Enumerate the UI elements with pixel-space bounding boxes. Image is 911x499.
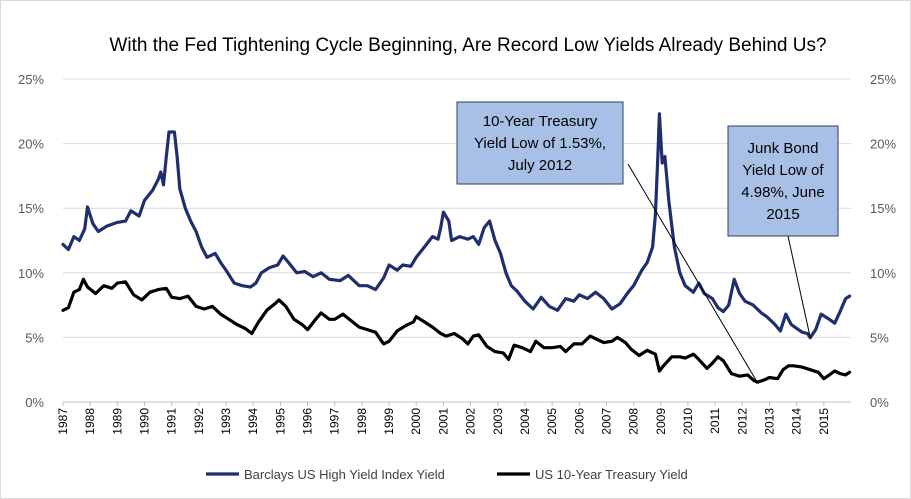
x-tick-label: 1990 [138, 408, 152, 435]
x-tick-label: 2007 [599, 408, 613, 435]
y-tick-label-right: 0% [870, 395, 889, 410]
legend-label: Barclays US High Yield Index Yield [244, 467, 445, 482]
x-tick-label: 2006 [572, 408, 586, 435]
x-tick-label: 2015 [817, 408, 831, 435]
x-tick-label: 2001 [436, 408, 450, 435]
chart-title: With the Fed Tightening Cycle Beginning,… [109, 35, 826, 56]
y-tick-label-right: 5% [870, 330, 889, 345]
annotation-text-line: Yield Low of [742, 162, 824, 179]
x-tick-label: 1998 [355, 408, 369, 435]
y-tick-label-left: 10% [18, 266, 44, 281]
series-lines [61, 112, 852, 384]
x-tick-label: 2011 [708, 408, 722, 434]
legend-label: US 10-Year Treasury Yield [535, 467, 688, 482]
annotation-text-line: 10-Year Treasury [483, 113, 598, 130]
annotation-text-line: Yield Low of 1.53%, [474, 135, 606, 152]
series-line-0 [61, 112, 852, 340]
x-tick-label: 2013 [762, 408, 776, 435]
x-tick-label: 1991 [165, 408, 179, 435]
y-tick-label-left: 15% [18, 201, 44, 216]
annotation-text-line: 2015 [766, 206, 799, 223]
y-tick-label-left: 5% [25, 330, 44, 345]
x-tick-label: 2000 [409, 408, 423, 435]
x-tick-label: 2002 [464, 408, 478, 435]
y-tick-label-right: 20% [870, 137, 896, 152]
annotation-leader-line [787, 235, 811, 338]
annotation-box [727, 125, 839, 237]
annotation-text-line: 4.98%, June [741, 184, 824, 201]
x-tick-label: 1997 [328, 408, 342, 435]
x-tick-label: 2014 [790, 408, 804, 435]
annotation-text-line: Junk Bond [748, 140, 819, 157]
x-axis: 1987 1988 1989 1990 1991 1992 1993 1994 1995 1996… [56, 402, 831, 435]
series-line-1 [61, 277, 852, 384]
annotation-text-line: July 2012 [508, 157, 572, 174]
y-tick-label-left: 20% [18, 137, 44, 152]
x-tick-label: 1987 [56, 408, 70, 435]
y-tick-label-left: 0% [25, 395, 44, 410]
legend: Barclays US High Yield Index Yield US 10-… [206, 467, 688, 482]
y-axis-left: 0% 5% 10% 15% 20% 25% [18, 72, 44, 410]
annotations: 10-Year Treasury Yield Low of 1.53%, July … [456, 101, 839, 383]
annotation-leader-line [627, 163, 758, 383]
x-tick-label: 2009 [654, 408, 668, 435]
x-tick-label: 1995 [273, 408, 287, 435]
y-tick-label-right: 15% [870, 201, 896, 216]
y-tick-label-right: 25% [870, 72, 896, 87]
x-tick-label: 1992 [192, 408, 206, 435]
x-tick-label: 1994 [246, 408, 260, 435]
x-tick-label: 1989 [110, 408, 124, 435]
x-tick-label: 2005 [545, 408, 559, 435]
x-tick-label: 1988 [83, 408, 97, 435]
x-tick-label: 1999 [382, 408, 396, 435]
y-axis-right: 0% 5% 10% 15% 20% 25% [870, 72, 896, 410]
x-tick-label: 2010 [681, 408, 695, 435]
annotation-box [456, 101, 624, 185]
x-tick-label: 2004 [518, 408, 532, 435]
x-tick-label: 1996 [301, 408, 315, 435]
y-tick-label-right: 10% [870, 266, 896, 281]
x-tick-label: 2003 [491, 408, 505, 435]
x-tick-label: 2012 [735, 408, 749, 435]
x-tick-label: 1993 [219, 408, 233, 435]
x-tick-label: 2008 [627, 408, 641, 435]
y-tick-label-left: 25% [18, 72, 44, 87]
